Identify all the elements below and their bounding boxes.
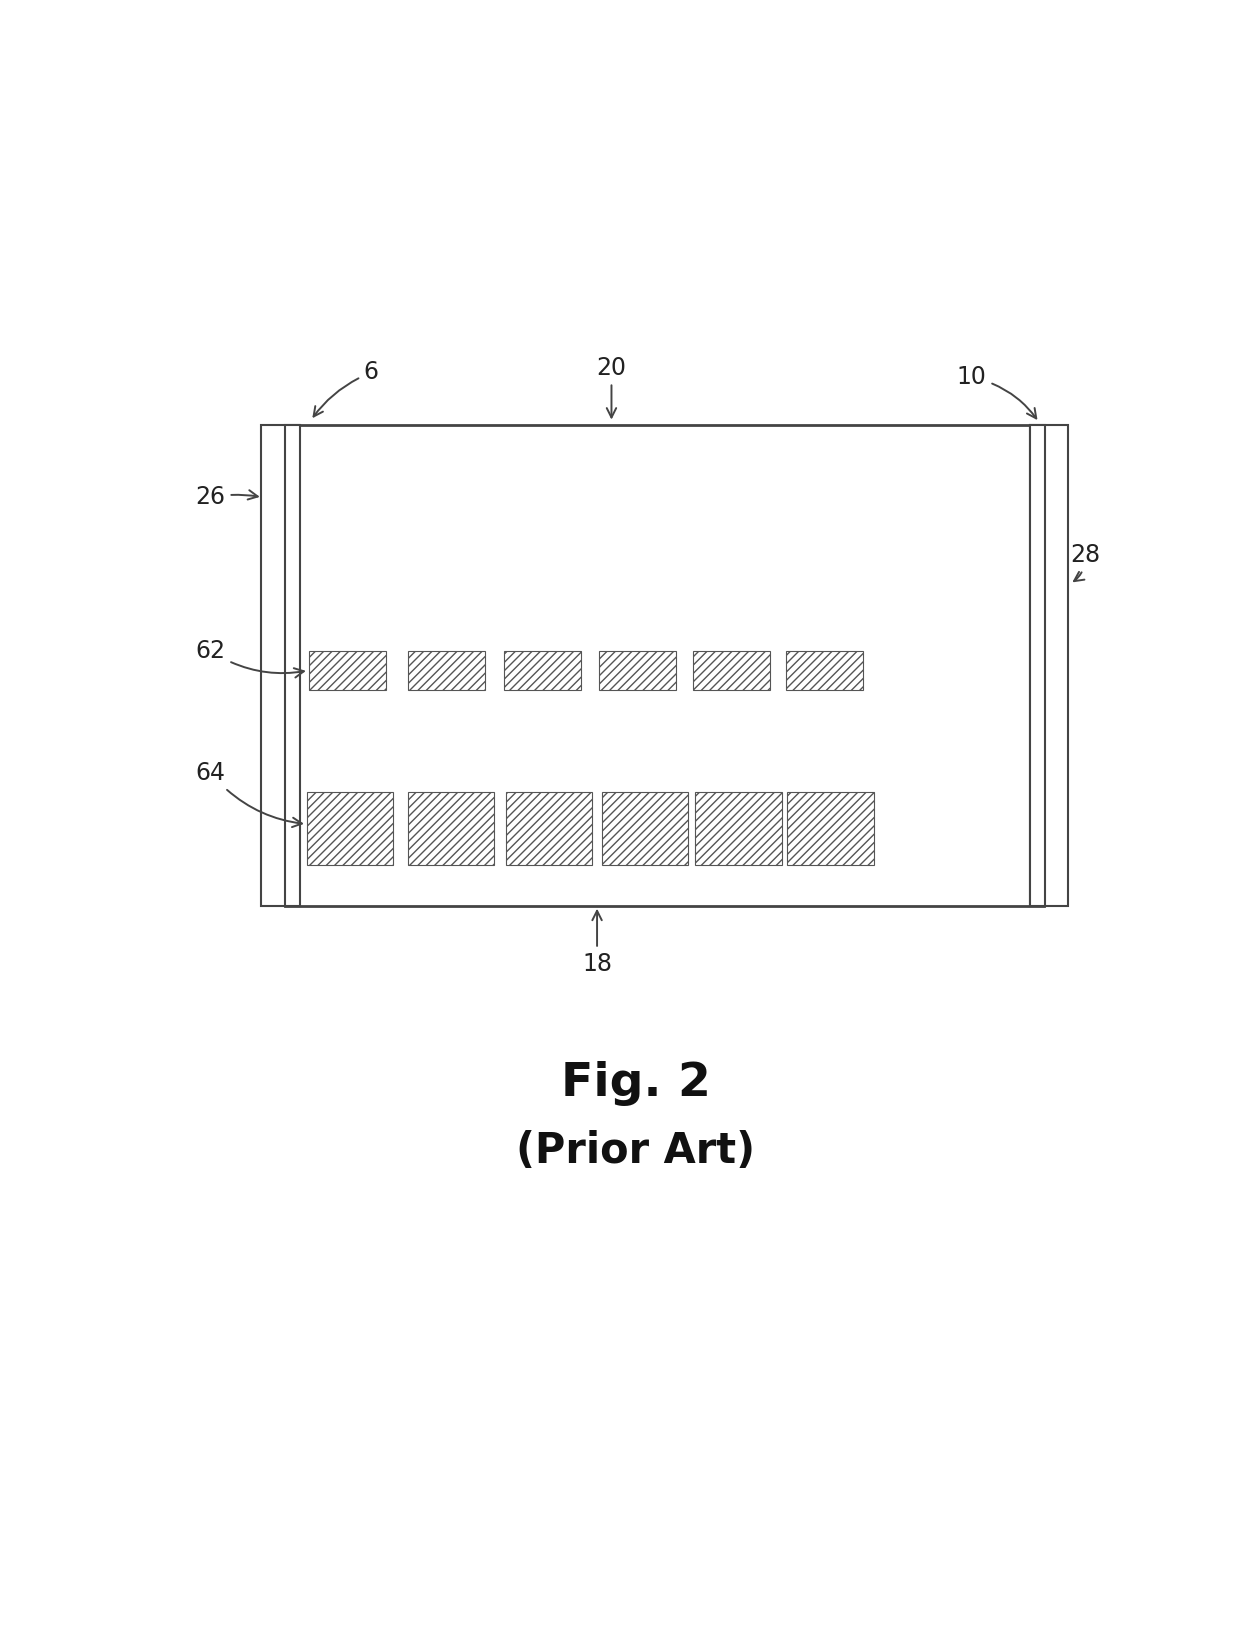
Bar	[506, 793, 593, 865]
Text: 18: 18	[582, 911, 613, 976]
Text: 26: 26	[196, 485, 258, 509]
Text: Fig. 2: Fig. 2	[560, 1061, 711, 1106]
Text: (Prior Art): (Prior Art)	[516, 1129, 755, 1172]
Bar	[786, 651, 863, 690]
Bar	[306, 793, 393, 865]
Bar	[696, 793, 781, 865]
Bar	[601, 793, 688, 865]
Bar	[503, 651, 580, 690]
Bar	[408, 651, 485, 690]
Text: 10: 10	[957, 366, 1037, 418]
Text: 62: 62	[196, 640, 304, 677]
Bar	[285, 426, 1044, 906]
Text: 64: 64	[196, 761, 301, 827]
Text: 20: 20	[596, 356, 626, 418]
Bar	[408, 793, 495, 865]
Bar	[787, 793, 874, 865]
Text: 28: 28	[1070, 543, 1100, 581]
Bar	[260, 426, 299, 906]
Bar	[1029, 426, 1068, 906]
Bar	[285, 426, 300, 906]
Bar	[599, 651, 676, 690]
Bar	[693, 651, 770, 690]
Text: 6: 6	[314, 361, 378, 416]
Bar	[309, 651, 386, 690]
Bar	[1029, 426, 1045, 906]
